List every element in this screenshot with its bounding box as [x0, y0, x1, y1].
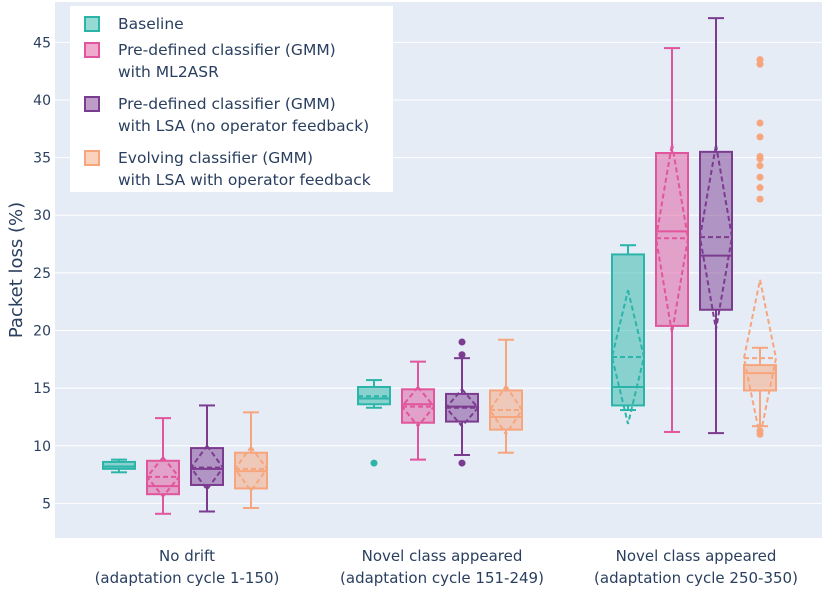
y-tick-label: 10 — [33, 439, 51, 455]
legend-swatch — [84, 16, 100, 32]
box-2-0 — [189, 404, 225, 513]
box-2-2 — [698, 17, 734, 435]
sd-diamond — [400, 385, 436, 428]
sd-diamond — [742, 279, 778, 437]
box-0-1 — [357, 379, 391, 467]
y-tick-label: 30 — [33, 208, 51, 224]
box-0-2 — [610, 244, 646, 425]
sd-diamond — [233, 445, 269, 493]
iqr-box — [655, 152, 689, 327]
x-category-label: Novel class appeared — [362, 547, 523, 565]
iqr-box — [611, 253, 645, 407]
outlier-point — [756, 173, 764, 181]
outlier-point — [756, 152, 764, 160]
box-0-0 — [102, 458, 136, 474]
y-tick-label: 25 — [33, 266, 51, 282]
y-tick-label: 40 — [33, 93, 51, 109]
outlier-point — [756, 119, 764, 127]
x-category-label: (adaptation cycle 151-249) — [340, 569, 544, 587]
legend-label: Evolving classifier (GMM) — [118, 149, 313, 167]
x-category-label: Novel class appeared — [616, 547, 777, 565]
outlier-point — [756, 184, 764, 192]
iqr-box — [190, 447, 224, 486]
x-category-label: (adaptation cycle 1-150) — [95, 569, 280, 587]
outlier-point — [756, 195, 764, 203]
outlier-point — [458, 459, 466, 467]
y-tick-label: 35 — [33, 151, 51, 167]
box-1-2 — [654, 47, 690, 433]
y-tick-label: 5 — [42, 496, 51, 512]
box-2-1 — [444, 338, 480, 467]
box-1-1 — [400, 360, 436, 461]
outlier-point — [756, 162, 764, 170]
legend-label: with LSA (no operator feedback) — [118, 117, 369, 135]
iqr-box — [102, 460, 136, 470]
x-category-label: (adaptation cycle 250-350) — [594, 569, 798, 587]
legend-swatch — [84, 42, 100, 58]
box-1-0 — [145, 417, 181, 515]
sd-diamond — [610, 289, 646, 425]
sd-diamond — [698, 144, 734, 330]
outlier-point — [756, 427, 764, 435]
box-3-0 — [233, 411, 269, 510]
legend-label: with LSA with operator feedback — [118, 171, 371, 189]
y-tick-label: 20 — [33, 324, 51, 340]
legend-label: Baseline — [118, 15, 184, 33]
outlier-point — [756, 133, 764, 141]
legend-label: Pre-defined classifier (GMM) — [118, 41, 336, 59]
box-3-2 — [742, 56, 778, 438]
legend-background — [70, 6, 393, 192]
x-category-label: No drift — [159, 547, 215, 565]
legend-swatch — [84, 96, 100, 112]
y-axis-title: Packet loss (%) — [6, 202, 27, 338]
legend-label: Pre-defined classifier (GMM) — [118, 95, 336, 113]
legend-label: with ML2ASR — [118, 63, 219, 81]
outlier-point — [370, 459, 378, 467]
y-tick-label: 45 — [33, 35, 51, 51]
iqr-box — [699, 150, 733, 311]
outlier-point — [458, 338, 466, 346]
sd-diamond — [488, 384, 524, 437]
sd-diamond — [189, 444, 225, 492]
sd-diamond — [145, 455, 181, 499]
sd-diamond — [444, 387, 480, 428]
outlier-point — [756, 56, 764, 64]
outlier-point — [458, 351, 466, 359]
legend: Baseline Pre-defined classifier (GMM) with… — [70, 6, 393, 192]
y-tick-label: 15 — [33, 381, 51, 397]
box-3-1 — [488, 338, 524, 454]
legend-swatch — [84, 150, 100, 166]
